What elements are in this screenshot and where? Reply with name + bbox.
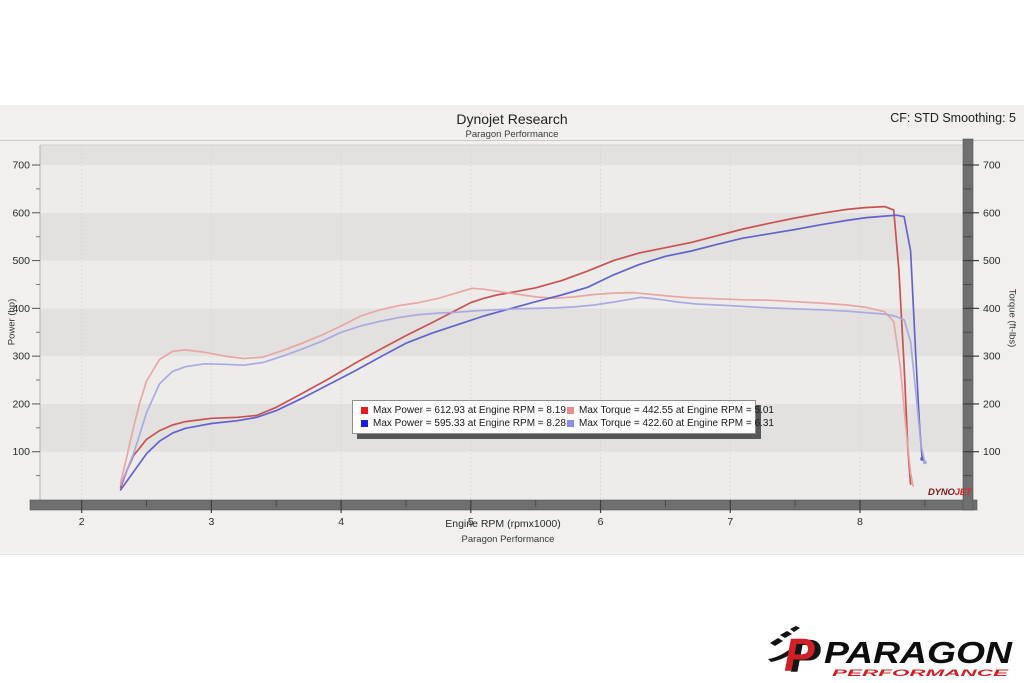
band-stripe — [40, 356, 963, 404]
right-tick-label: 200 — [983, 398, 1001, 410]
paragon-performance-logo: P P PARAGON PERFORMANCE — [768, 626, 1013, 680]
right-tick-label: 500 — [983, 255, 1001, 267]
left-tick-label: 200 — [12, 398, 30, 410]
right-tick-label: 400 — [983, 303, 1001, 315]
x-tick-label: 6 — [598, 516, 604, 528]
curve-torque-run-2 — [119, 296, 926, 487]
chart-title: Dynojet Research — [456, 111, 568, 127]
left-tick-label: 400 — [12, 303, 30, 315]
checkered-flag-icon — [768, 626, 800, 662]
right-axis-title: Torque (ft-lbs) — [1006, 288, 1018, 348]
dynojet-logo-part1: DYNO — [928, 487, 955, 498]
legend-label: Max Torque = 422.60 at Engine RPM = 6.31 — [579, 418, 774, 429]
bottom-axis-bar — [29, 499, 978, 511]
left-tick-label: 100 — [12, 446, 30, 458]
legend-swatch — [361, 420, 368, 427]
left-axis-title: Power (hp) — [6, 298, 18, 346]
x-axis-title: Engine RPM (rpmx1000) — [445, 518, 561, 530]
legend-label: Max Torque = 442.55 at Engine RPM = 5.01 — [579, 405, 774, 416]
band-stripe — [40, 145, 963, 165]
band-stripe — [40, 212, 963, 261]
x-tick-label: 4 — [338, 516, 344, 528]
footer-subtitle: Paragon Performance — [461, 534, 555, 545]
end-marker-torque-run-2 — [922, 460, 927, 465]
x-tick-label: 3 — [208, 516, 214, 528]
dynojet-logo-part2: JET — [954, 487, 972, 498]
vertical-gridlines — [81, 145, 861, 500]
x-tick-label: 7 — [727, 516, 733, 528]
x-tick-label: 2 — [79, 516, 85, 528]
x-axis-ticks: 2 3 4 5 6 7 8 — [79, 500, 926, 528]
band-stripe — [40, 308, 963, 357]
left-axis-ticks: 100 200 300 400 500 600 700 — [12, 160, 40, 477]
x-tick-label: 5 — [468, 516, 474, 528]
legend-box: Max Power = 612.93 at Engine RPM = 8.19 M… — [352, 400, 774, 434]
series-curves — [119, 205, 927, 491]
band-stripe — [40, 260, 963, 309]
chart-subtitle: Paragon Performance — [465, 129, 559, 140]
left-tick-label: 300 — [12, 351, 30, 363]
legend-entry-torque-run-2: Max Torque = 422.60 at Engine RPM = 6.31 — [567, 417, 774, 430]
legend-label: Max Power = 595.33 at Engine RPM = 8.28 — [373, 418, 566, 429]
left-tick-label: 600 — [12, 207, 30, 219]
legend-swatch — [361, 407, 368, 414]
legend-label: Max Power = 612.93 at Engine RPM = 8.19 — [373, 405, 566, 416]
right-tick-label: 600 — [983, 207, 1001, 219]
legend-entry-power-run-2: Max Power = 595.33 at Engine RPM = 8.28 — [361, 417, 567, 430]
correction-smoothing-label: CF: STD Smoothing: 5 — [890, 111, 1016, 125]
paragon-p-mark: P — [784, 629, 815, 680]
right-tick-label: 300 — [983, 351, 1001, 363]
x-tick-label: 8 — [857, 516, 863, 528]
left-tick-label: 500 — [12, 255, 30, 267]
paragon-wordmark: PARAGON — [824, 635, 1013, 670]
paragon-tagline: PERFORMANCE — [832, 668, 1010, 679]
right-tick-label: 100 — [983, 446, 1001, 458]
band-stripe — [40, 165, 963, 213]
legend-entry-power-run-1: Max Power = 612.93 at Engine RPM = 8.19 — [361, 404, 567, 417]
paragon-p-shadow: P — [790, 630, 821, 680]
right-axis-ticks: 100 200 300 400 500 600 700 — [963, 160, 1001, 477]
curve-power-run-2 — [119, 214, 924, 491]
header-separator — [0, 140, 1024, 141]
legend-swatch — [567, 407, 574, 414]
legend-entry-torque-run-1: Max Torque = 442.55 at Engine RPM = 5.01 — [567, 404, 774, 417]
band-stripe — [40, 451, 963, 500]
plot-bands — [40, 145, 963, 500]
dynojet-logo: DYNOJET — [928, 487, 972, 498]
right-tick-label: 700 — [983, 160, 1001, 172]
curve-torque-run-1 — [119, 287, 915, 487]
legend-swatch — [567, 420, 574, 427]
left-tick-label: 700 — [12, 160, 30, 172]
right-axis-bar — [962, 138, 974, 511]
